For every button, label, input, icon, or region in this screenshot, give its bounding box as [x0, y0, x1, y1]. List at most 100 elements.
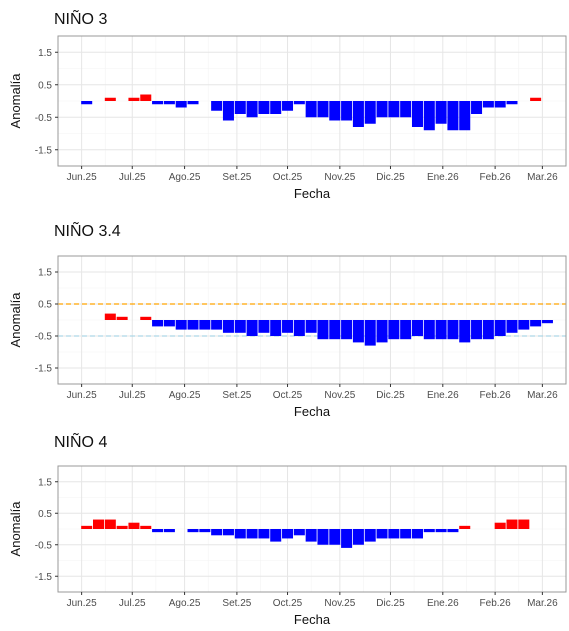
negative-anomaly-bar — [411, 529, 423, 539]
negative-anomaly-bar — [400, 101, 412, 118]
positive-anomaly-bar — [104, 97, 116, 101]
negative-anomaly-bar — [482, 101, 494, 108]
chart-panel-3: NIÑO 4 1.5 0.5 -0.5 -1.5 Jun.25 Jul.25 Ago.25 Se… — [8, 431, 567, 627]
x-tick-label: Mar.26 — [527, 598, 558, 609]
y-tick-label: -0.5 — [35, 540, 53, 551]
negative-anomaly-bar — [494, 101, 506, 108]
x-tick-label: Mar.26 — [527, 172, 558, 183]
negative-anomaly-bar — [317, 320, 329, 340]
negative-anomaly-bar — [270, 320, 282, 336]
negative-anomaly-bar — [246, 320, 258, 336]
negative-anomaly-bar — [270, 101, 282, 114]
y-tick-label: -1.5 — [35, 145, 53, 156]
x-tick-label: Feb.26 — [480, 598, 512, 609]
negative-anomaly-bar — [364, 101, 376, 124]
positive-anomaly-bar — [140, 94, 152, 101]
negative-anomaly-bar — [471, 320, 483, 340]
positive-anomaly-bar — [128, 522, 140, 529]
x-tick-label: Feb.26 — [480, 390, 512, 401]
negative-anomaly-bar — [400, 529, 412, 539]
negative-anomaly-bar — [376, 320, 388, 343]
negative-anomaly-bar — [329, 320, 341, 340]
x-tick-label: Ene.26 — [427, 172, 459, 183]
x-tick-label: Set.25 — [222, 172, 251, 183]
positive-anomaly-bar — [459, 525, 471, 529]
y-tick-label: -0.5 — [35, 332, 53, 343]
y-tick-label: 0.5 — [38, 300, 52, 311]
x-tick-label: Feb.26 — [480, 172, 512, 183]
negative-anomaly-bar — [388, 101, 400, 118]
negative-anomaly-bar — [234, 529, 246, 539]
negative-anomaly-bar — [211, 101, 223, 111]
negative-anomaly-bar — [482, 320, 494, 340]
negative-anomaly-bar — [423, 320, 435, 340]
negative-anomaly-bar — [282, 529, 294, 539]
negative-anomaly-bar — [211, 320, 223, 330]
y-tick-label: 0.5 — [38, 509, 52, 520]
positive-anomaly-bar — [530, 97, 542, 101]
negative-anomaly-bar — [163, 529, 175, 533]
y-axis-title: Anomalía — [8, 73, 23, 129]
negative-anomaly-bar — [187, 320, 199, 330]
negative-anomaly-bar — [81, 101, 93, 105]
negative-anomaly-bar — [411, 320, 423, 336]
positive-anomaly-bar — [116, 316, 128, 320]
negative-anomaly-bar — [246, 529, 258, 539]
negative-anomaly-bar — [211, 529, 223, 536]
negative-anomaly-bar — [305, 529, 317, 542]
negative-anomaly-bar — [293, 529, 305, 536]
negative-anomaly-bar — [423, 529, 435, 533]
negative-anomaly-bar — [317, 529, 329, 545]
negative-anomaly-bar — [341, 529, 353, 548]
y-tick-label: 0.5 — [38, 80, 52, 91]
negative-anomaly-bar — [222, 529, 234, 536]
negative-anomaly-bar — [364, 320, 376, 346]
negative-anomaly-bar — [423, 101, 435, 131]
x-tick-label: Oct.25 — [273, 172, 303, 183]
negative-anomaly-bar — [447, 101, 459, 131]
negative-anomaly-bar — [447, 529, 459, 533]
negative-anomaly-bar — [305, 101, 317, 118]
negative-anomaly-bar — [152, 101, 164, 105]
x-tick-label: Jun.25 — [67, 598, 97, 609]
negative-anomaly-bar — [506, 320, 518, 333]
negative-anomaly-bar — [293, 320, 305, 336]
negative-anomaly-bar — [329, 101, 341, 121]
negative-anomaly-bar — [376, 101, 388, 118]
x-tick-label: Ago.25 — [169, 598, 201, 609]
x-tick-label: Oct.25 — [273, 598, 303, 609]
x-tick-label: Nov.25 — [324, 172, 355, 183]
negative-anomaly-bar — [258, 529, 270, 539]
negative-anomaly-bar — [352, 320, 364, 343]
negative-anomaly-bar — [163, 101, 175, 105]
x-tick-label: Dic.25 — [376, 390, 405, 401]
positive-anomaly-bar — [81, 525, 93, 529]
positive-anomaly-bar — [128, 97, 140, 101]
positive-anomaly-bar — [506, 519, 518, 529]
x-tick-label: Oct.25 — [273, 390, 303, 401]
x-axis-title: Fecha — [294, 186, 331, 201]
x-tick-label: Jul.25 — [119, 598, 146, 609]
x-tick-label: Ene.26 — [427, 598, 459, 609]
positive-anomaly-bar — [494, 522, 506, 529]
negative-anomaly-bar — [305, 320, 317, 333]
x-tick-label: Jun.25 — [67, 172, 97, 183]
negative-anomaly-bar — [270, 529, 282, 542]
positive-anomaly-bar — [104, 313, 116, 320]
negative-anomaly-bar — [234, 320, 246, 333]
negative-anomaly-bar — [258, 320, 270, 333]
negative-anomaly-bar — [187, 529, 199, 533]
negative-anomaly-bar — [282, 101, 294, 111]
positive-anomaly-bar — [140, 525, 152, 529]
negative-anomaly-bar — [246, 101, 258, 118]
y-tick-label: -1.5 — [35, 572, 53, 583]
x-tick-label: Jul.25 — [119, 172, 146, 183]
negative-anomaly-bar — [459, 320, 471, 343]
negative-anomaly-bar — [388, 529, 400, 539]
chart-title: NIÑO 4 — [54, 431, 107, 451]
negative-anomaly-bar — [152, 320, 164, 327]
negative-anomaly-bar — [199, 529, 211, 533]
negative-anomaly-bar — [258, 101, 270, 114]
positive-anomaly-bar — [104, 519, 116, 529]
